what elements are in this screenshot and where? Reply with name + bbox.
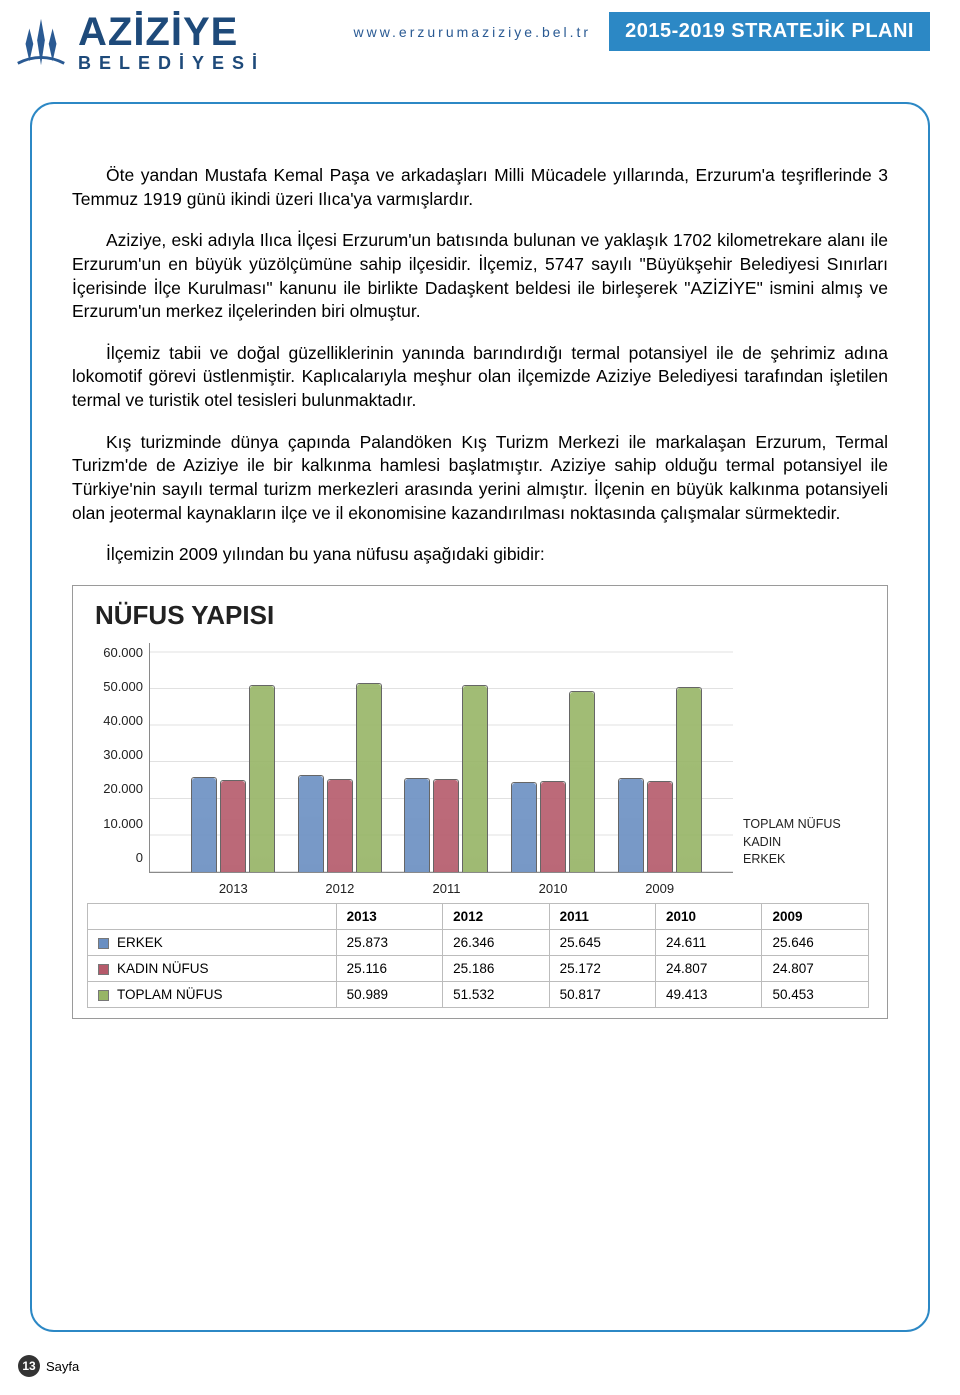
table-header: 2012 xyxy=(443,903,549,929)
bar xyxy=(676,687,702,872)
population-chart: NÜFUS YAPISI 60.000 50.000 40.000 30.000 20.… xyxy=(72,585,888,1019)
table-cell: 49.413 xyxy=(656,981,762,1007)
table-cell: 24.611 xyxy=(656,929,762,955)
row-label: KADIN NÜFUS xyxy=(88,955,337,981)
page-header: AZİZİYE BELEDİYESİ www.erzurumaziziye.be… xyxy=(0,0,960,90)
table-cell: 25.873 xyxy=(336,929,442,955)
y-tick: 10.000 xyxy=(87,816,143,831)
data-table: 20132012201120102009 ERKEK25.87326.34625… xyxy=(87,903,869,1008)
table-cell: 50.817 xyxy=(549,981,655,1007)
row-label: TOPLAM NÜFUS xyxy=(88,981,337,1007)
table-cell: 25.172 xyxy=(549,955,655,981)
table-header: 2009 xyxy=(762,903,869,929)
bar xyxy=(618,778,644,872)
table-cell: 51.532 xyxy=(443,981,549,1007)
paragraph-5: İlçemizin 2009 yılından bu yana nüfusu a… xyxy=(72,543,888,567)
plan-badge: 2015-2019 STRATEJİK PLANI xyxy=(609,12,930,51)
table-row: KADIN NÜFUS25.11625.18625.17224.80724.80… xyxy=(88,955,869,981)
table-cell: 24.807 xyxy=(656,955,762,981)
table-cell: 25.645 xyxy=(549,929,655,955)
y-axis: 60.000 50.000 40.000 30.000 20.000 10.000 0 xyxy=(87,645,149,865)
table-header: 2011 xyxy=(549,903,655,929)
y-tick: 50.000 xyxy=(87,679,143,694)
legend-label: KADIN xyxy=(743,834,863,852)
table-row: TOPLAM NÜFUS50.98951.53250.81749.41350.4… xyxy=(88,981,869,1007)
x-tick: 2010 xyxy=(508,881,598,896)
x-tick: 2013 xyxy=(188,881,278,896)
aziziye-logo-icon xyxy=(12,13,70,71)
table-row: ERKEK25.87326.34625.64524.61125.646 xyxy=(88,929,869,955)
bar xyxy=(356,683,382,872)
bar-group xyxy=(188,643,278,872)
bar-group xyxy=(401,643,491,872)
bar xyxy=(569,691,595,872)
bar xyxy=(298,775,324,872)
table-header: 2013 xyxy=(336,903,442,929)
legend-swatch-icon xyxy=(98,990,109,1001)
bar-group xyxy=(295,643,385,872)
bar xyxy=(249,685,275,872)
bar-group xyxy=(615,643,705,872)
side-legend: TOPLAM NÜFUSKADINERKEK xyxy=(743,816,863,869)
bar-group xyxy=(508,643,598,872)
y-tick: 30.000 xyxy=(87,747,143,762)
legend-label: TOPLAM NÜFUS xyxy=(743,816,863,834)
bar xyxy=(191,777,217,872)
bar xyxy=(462,685,488,871)
paragraph-2: Aziziye, eski adıyla Ilıca İlçesi Erzuru… xyxy=(72,229,888,324)
bar xyxy=(220,780,246,872)
table-cell: 50.453 xyxy=(762,981,869,1007)
bar xyxy=(404,778,430,872)
row-label: ERKEK xyxy=(88,929,337,955)
page-number: 13 Sayfa xyxy=(18,1355,79,1377)
logo-subtitle: BELEDİYESİ xyxy=(78,54,265,72)
bar xyxy=(540,781,566,872)
paragraph-4: Kış turizminde dünya çapında Palandöken … xyxy=(72,431,888,526)
table-cell: 25.186 xyxy=(443,955,549,981)
plot-area: 20132012201120102009 xyxy=(149,643,733,873)
y-tick: 60.000 xyxy=(87,645,143,660)
paragraph-1: Öte yandan Mustafa Kemal Paşa ve arkadaş… xyxy=(72,164,888,211)
logo-title: AZİZİYE xyxy=(78,12,265,52)
legend-swatch-icon xyxy=(98,938,109,949)
paragraph-3: İlçemiz tabii ve doğal güzelliklerinin y… xyxy=(72,342,888,413)
table-cell: 25.116 xyxy=(336,955,442,981)
legend-swatch-icon xyxy=(98,964,109,975)
table-header-blank xyxy=(88,903,337,929)
bar xyxy=(511,782,537,872)
bar xyxy=(647,781,673,872)
table-cell: 25.646 xyxy=(762,929,869,955)
content-frame: Öte yandan Mustafa Kemal Paşa ve arkadaş… xyxy=(30,102,930,1332)
page-number-value: 13 xyxy=(18,1355,40,1377)
logo: AZİZİYE BELEDİYESİ xyxy=(12,12,265,72)
page-number-label: Sayfa xyxy=(46,1359,79,1374)
x-tick: 2009 xyxy=(615,881,705,896)
table-cell: 24.807 xyxy=(762,955,869,981)
y-tick: 40.000 xyxy=(87,713,143,728)
x-tick: 2012 xyxy=(295,881,385,896)
website-url: www.erzurumaziziye.bel.tr xyxy=(353,24,591,40)
table-cell: 26.346 xyxy=(443,929,549,955)
bar xyxy=(433,779,459,871)
x-tick: 2011 xyxy=(401,881,491,896)
y-tick: 20.000 xyxy=(87,781,143,796)
x-axis-labels: 2013 2012 2011 2010 2009 xyxy=(150,881,733,896)
chart-title: NÜFUS YAPISI xyxy=(87,600,873,631)
table-header: 2010 xyxy=(656,903,762,929)
table-cell: 50.989 xyxy=(336,981,442,1007)
bar xyxy=(327,779,353,871)
y-tick: 0 xyxy=(87,850,143,865)
legend-label: ERKEK xyxy=(743,851,863,869)
